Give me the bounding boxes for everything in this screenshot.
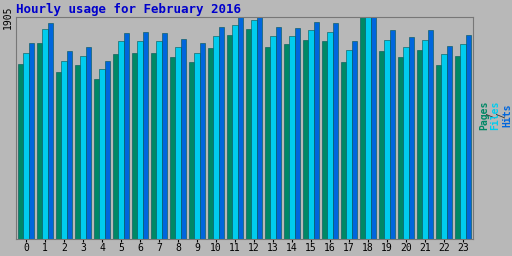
Bar	[37, 43, 42, 239]
Bar	[341, 62, 346, 239]
Bar	[200, 43, 205, 239]
Bar	[257, 17, 262, 239]
Bar	[294, 28, 300, 239]
Bar	[327, 31, 333, 239]
Bar	[232, 25, 238, 239]
Bar	[118, 41, 124, 239]
Text: Pages: Pages	[479, 101, 489, 130]
Bar	[428, 30, 433, 239]
Bar	[104, 61, 110, 239]
Bar	[208, 48, 214, 239]
Bar	[227, 35, 232, 239]
Bar	[352, 41, 357, 239]
Bar	[86, 47, 91, 239]
Bar	[441, 54, 446, 239]
Bar	[289, 36, 294, 239]
Bar	[75, 65, 80, 239]
Bar	[18, 64, 24, 239]
Bar	[460, 44, 465, 239]
Bar	[409, 37, 414, 239]
Bar	[195, 52, 200, 239]
Bar	[403, 47, 409, 239]
Bar	[398, 57, 403, 239]
Text: /: /	[497, 112, 507, 118]
Bar	[270, 36, 275, 239]
Bar	[246, 29, 251, 239]
Bar	[132, 52, 137, 239]
Bar	[24, 52, 29, 239]
Bar	[67, 51, 72, 239]
Bar	[446, 46, 452, 239]
Bar	[308, 30, 314, 239]
Bar	[170, 57, 175, 239]
Bar	[365, 17, 371, 239]
Bar	[275, 27, 281, 239]
Bar	[175, 47, 181, 239]
Text: /: /	[486, 112, 497, 118]
Bar	[56, 72, 61, 239]
Bar	[422, 40, 428, 239]
Bar	[346, 50, 352, 239]
Bar	[385, 40, 390, 239]
Bar	[61, 61, 67, 239]
Bar	[436, 65, 441, 239]
Bar	[189, 62, 195, 239]
Bar	[333, 23, 338, 239]
Bar	[80, 56, 86, 239]
Bar	[124, 33, 129, 239]
Bar	[162, 33, 167, 239]
Bar	[360, 17, 365, 239]
Bar	[371, 17, 376, 239]
Bar	[48, 23, 53, 239]
Text: Files: Files	[490, 101, 501, 130]
Bar	[29, 43, 34, 239]
Bar	[284, 44, 289, 239]
Bar	[390, 30, 395, 239]
Bar	[181, 38, 186, 239]
Bar	[99, 69, 104, 239]
Bar	[238, 17, 243, 239]
Bar	[94, 79, 99, 239]
Bar	[113, 54, 118, 239]
Bar	[143, 31, 148, 239]
Bar	[156, 41, 162, 239]
Bar	[322, 41, 327, 239]
Bar	[303, 40, 308, 239]
Text: Hourly usage for February 2016: Hourly usage for February 2016	[15, 3, 241, 16]
Bar	[417, 50, 422, 239]
Bar	[151, 52, 156, 239]
Bar	[455, 56, 460, 239]
Text: Hits: Hits	[502, 103, 512, 127]
Bar	[137, 41, 143, 239]
Bar	[265, 47, 270, 239]
Bar	[314, 22, 319, 239]
Bar	[219, 27, 224, 239]
Bar	[42, 29, 48, 239]
Bar	[465, 35, 471, 239]
Bar	[214, 36, 219, 239]
Bar	[251, 20, 257, 239]
Bar	[379, 51, 385, 239]
